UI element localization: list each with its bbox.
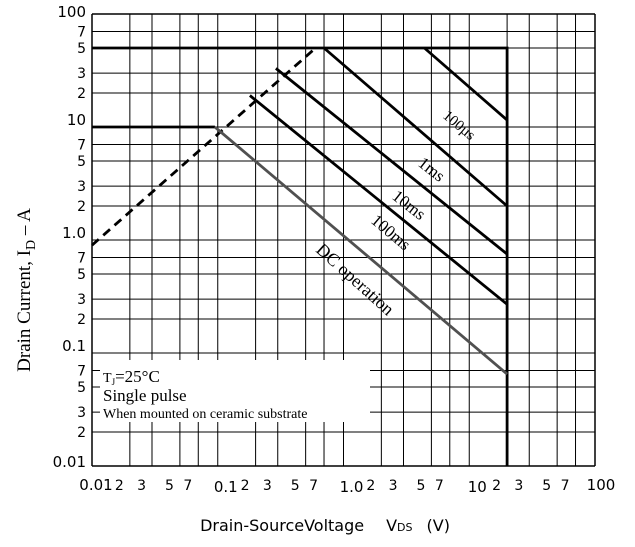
x-tick-label: 10 (468, 478, 487, 496)
tj-annotation: TJ=25°C (103, 367, 160, 387)
y-tick-label: 7 (77, 251, 86, 267)
curve-label-100ms: 100ms (367, 211, 414, 255)
y-tick-label: 3 (77, 179, 86, 195)
pulse-annotation: Single pulse (103, 386, 187, 405)
series-line-3 (423, 46, 509, 122)
y-tick-label: 7 (77, 364, 86, 380)
x-tick-label: 7 (435, 478, 444, 494)
x-tick-label: 1.0 (340, 478, 364, 496)
x-tick-label: 0.01 (79, 476, 112, 494)
y-tick-label: 5 (77, 154, 86, 170)
x-tick-label: 2 (115, 478, 124, 494)
y-tick-label: 7 (77, 138, 86, 154)
y-axis-label: Drain Current, ID – A (14, 208, 39, 372)
x-tick-label: 5 (291, 478, 300, 494)
y-tick-label: 1.0 (62, 224, 86, 242)
x-tick-label: 7 (561, 478, 570, 494)
y-tick-label: 5 (77, 380, 86, 396)
x-tick-label: 7 (309, 478, 318, 494)
x-tick-label: 7 (183, 478, 192, 494)
y-tick-label: 100 (57, 3, 86, 21)
x-tick-label: 5 (416, 478, 425, 494)
series-line-0 (92, 46, 509, 466)
x-tick-label: 3 (389, 478, 398, 494)
y-tick-label: 3 (77, 405, 86, 421)
y-tick-label: 0.1 (62, 337, 86, 355)
x-tick-label: 3 (137, 478, 146, 494)
y-tick-label: 10 (67, 111, 86, 129)
grid (91, 13, 596, 467)
series-line-6 (249, 94, 508, 306)
x-tick-label: 5 (165, 478, 174, 494)
curve-label-dc-operation: DC operation (312, 239, 398, 319)
curve-label-1ms: 1ms (415, 153, 449, 185)
x-tick-label: 2 (241, 478, 250, 494)
y-tick-label: 3 (77, 66, 86, 82)
curves (91, 46, 509, 466)
series-line-4 (323, 46, 509, 208)
curve-label-10ms: 10ms (389, 186, 430, 224)
x-tick-label: 3 (514, 478, 523, 494)
x-tick-label: 5 (542, 478, 551, 494)
conditions-annotation: TJ=25°C Single pulse When mounted on cer… (100, 360, 370, 422)
x-tick-label: 0.1 (214, 478, 238, 496)
series-line-1 (91, 46, 317, 247)
x-tick-label: 2 (366, 478, 375, 494)
x-tick-label: 2 (492, 478, 501, 494)
x-axis-label: Drain-SourceVoltage VDS (V) (200, 516, 450, 535)
y-tick-label: 5 (77, 267, 86, 283)
y-tick-label: 7 (77, 25, 86, 41)
series-line-7 (213, 125, 509, 376)
tick-labels: 0.01 2 3 5 7 0.1 2 3 5 7 1.0 2 3 5 7 10 2 3 5 7 100100753210… (53, 3, 616, 496)
x-tick-label: 3 (263, 478, 272, 494)
curve-label-100us: 100µs (439, 108, 478, 144)
series-line-5 (275, 67, 508, 256)
x-tick-label: 100 (587, 476, 616, 494)
y-tick-label: 0.01 (53, 453, 86, 471)
y-tick-label: 2 (77, 312, 86, 328)
y-tick-label: 2 (77, 86, 86, 102)
y-tick-label: 3 (77, 292, 86, 308)
y-tick-label: 2 (77, 199, 86, 215)
y-tick-label: 5 (77, 41, 86, 57)
y-tick-label: 2 (77, 425, 86, 441)
mounting-annotation: When mounted on ceramic substrate (103, 407, 307, 422)
